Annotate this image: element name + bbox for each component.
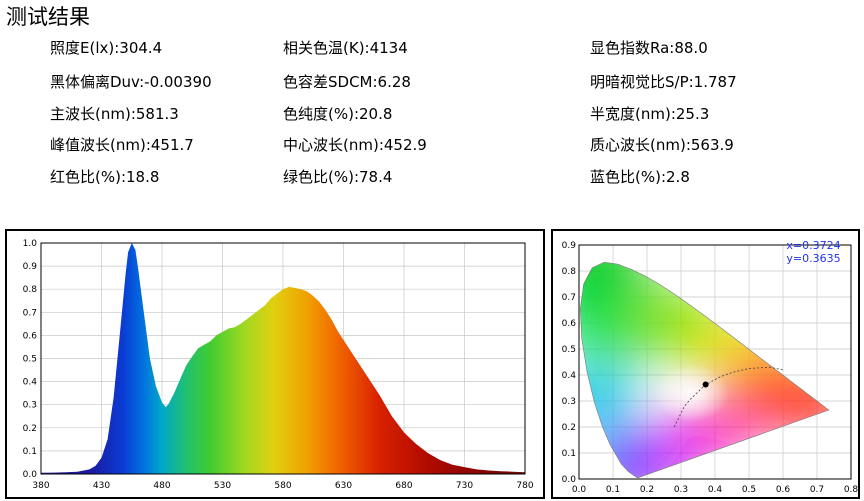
spectrum-x-tick-label: 730 [456,481,473,491]
cie-chromaticity-diagram: x=0.3724 y=0.3635 0.0 0.1 0.2 0.3 0.4 0.5 0.6 0… [562,239,858,495]
red-ratio-value: 红色比(%):18.8 [50,168,160,186]
cie-y-tick-label: 0.5 [562,345,576,355]
centroid-wavelength-value: 质心波长(nm):563.9 [590,136,734,154]
spectrum-x-tick-label: 380 [32,481,49,491]
cie-y-tick-label: 0.6 [562,319,577,329]
cie-y-tick-label: 0.0 [562,475,577,485]
spectrum-y-tick-label: 0.5 [23,355,37,365]
blue-ratio-value: 蓝色比(%):2.8 [590,168,690,186]
chromaticity-point [702,381,709,388]
spectrum-y-tick-label: 0.8 [23,285,38,295]
green-ratio-value: 绿色比(%):78.4 [283,168,393,186]
spectrum-x-tick-label: 580 [274,481,291,491]
spectrum-y-tick-label: 0.9 [23,262,38,272]
spectrum-x-tick-label: 780 [516,481,533,491]
cie-y-tick-label: 0.9 [562,241,577,251]
cie-x-tick-label: 0.8 [844,485,858,495]
spectrum-y-tick-label: 0.0 [23,470,38,480]
cie-x-tick-label: 0.5 [742,485,756,495]
cie-x-tick-label: 0.1 [606,485,620,495]
spectrum-x-tick-label: 480 [153,481,170,491]
spectrum-x-tick-label: 630 [335,481,352,491]
cie-x-tick-label: 0.4 [708,485,723,495]
cie-x-tick-label: 0.6 [776,485,791,495]
chromaticity-y-label: y=0.3635 [786,252,840,265]
cie-spectral-locus [579,261,830,479]
cie-y-tick-label: 0.1 [562,449,576,459]
spectrum-y-tick-label: 0.7 [23,308,37,318]
center-wavelength-value: 中心波长(nm):452.9 [283,136,427,154]
planckian-locus [673,366,784,428]
cie-y-tick-label: 0.2 [562,423,576,433]
spectrum-y-tick-label: 1.0 [23,239,38,249]
dominant-wavelength-value: 主波长(nm):581.3 [50,105,179,123]
spectrum-chart: 380 430 480 530 580 630 680 730 780 0.0 0.1 0.2 0.3 0… [23,239,534,491]
chromaticity-x-label: x=0.3724 [786,239,840,252]
cie-y-tick-label: 0.8 [562,267,577,277]
cie-diagram-panel: x=0.3724 y=0.3635 0.0 0.1 0.2 0.3 0.4 0.5 0.6 0… [551,229,860,499]
spectrum-y-tick-label: 0.4 [23,378,38,388]
spectrum-y-tick-label: 0.2 [23,424,37,434]
spectrum-x-tick-label: 680 [395,481,412,491]
cie-x-tick-label: 0.3 [674,485,688,495]
cri-value: 显色指数Ra:88.0 [590,39,708,57]
spectrum-area [41,243,525,474]
cie-x-tick-label: 0.7 [810,485,824,495]
page-title: 测试结果 [6,5,90,29]
spectrum-plot-frame [40,242,526,475]
spectrum-x-tick-label: 430 [93,481,110,491]
cie-y-tick-label: 0.4 [562,371,577,381]
cct-value: 相关色温(K):4134 [283,39,408,57]
cie-x-tick-label: 0.0 [572,485,587,495]
cie-color-region [580,369,637,433]
duv-value: 黑体偏离Duv:-0.00390 [50,73,212,91]
spectrum-y-tick-label: 0.3 [23,401,37,411]
spectrum-x-tick-label: 530 [214,481,231,491]
cie-y-tick-label: 0.3 [562,397,576,407]
sp-ratio-value: 明暗视觉比S/P:1.787 [590,73,737,91]
illuminance-value: 照度E(lx):304.4 [50,39,163,57]
half-width-value: 半宽度(nm):25.3 [590,105,710,123]
sdcm-value: 色容差SDCM:6.28 [283,73,411,91]
purity-value: 色纯度(%):20.8 [283,105,393,123]
cie-plot-frame [578,244,852,480]
peak-wavelength-value: 峰值波长(nm):451.7 [50,136,194,154]
spectrum-chart-panel: 380 430 480 530 580 630 680 730 780 0.0 0.1 0.2 0.3 0… [5,229,545,499]
spectrum-y-tick-label: 0.1 [23,447,37,457]
spectrum-y-tick-label: 0.6 [23,331,38,341]
cie-y-tick-label: 0.7 [562,293,576,303]
cie-x-tick-label: 0.2 [640,485,654,495]
